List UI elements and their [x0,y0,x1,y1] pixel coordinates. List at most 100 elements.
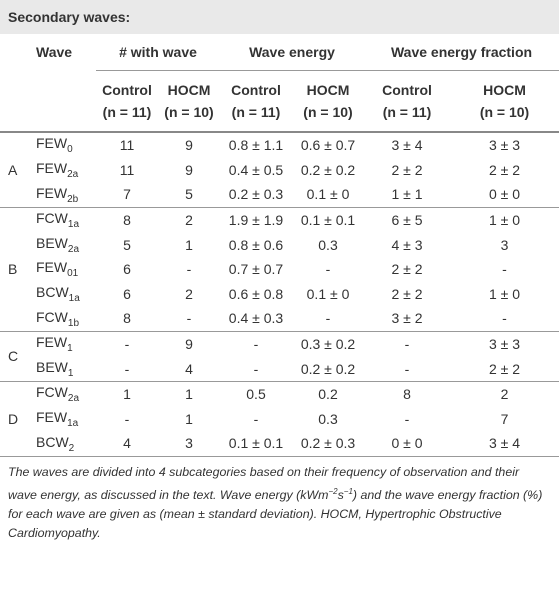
cell: 1 [185,236,193,253]
header-cell: Wave [36,44,73,61]
cell: 8 [403,386,411,403]
row: BCW2 4 3 0.1 ± 0.1 0.2 ± 0.3 0 ± 0 3 ± 4 [0,431,559,456]
wave-base: BCW [36,283,69,300]
group-label: D [8,410,19,427]
cell: 3 ± 4 [488,435,521,452]
row: FEW2b 7 5 0.2 ± 0.3 0.1 ± 0 1 ± 1 0 ± 0 [0,182,559,207]
cell: 2 [500,386,509,403]
wave-sub: 2b [67,193,79,205]
cell: 7 [500,410,509,427]
wave-name: BCW2 [32,431,96,456]
cell: 3 ± 3 [488,336,521,353]
group-label: C [8,348,19,365]
wave-base: FCW [36,384,68,401]
wave-name: FCW1b [32,306,96,331]
cell: 9 [185,161,193,178]
cell: 11 [119,161,135,178]
sub-header-label: Control [102,82,152,98]
row: BCW1a 6 2 0.6 ± 0.8 0.1 ± 0 2 ± 2 1 ± 0 [0,282,559,307]
cell: 6 ± 5 [391,212,423,229]
sub-header: Control (n = 11) [364,71,450,133]
cell: 2 ± 2 [488,161,521,178]
group-header: Wave energy [220,34,365,71]
cell: 9 [185,336,193,353]
cell: - [502,310,507,327]
wave-sub: 1b [67,317,80,329]
wave-name: FEW1 [32,331,96,356]
wave-sub: 0 [67,144,73,156]
cell: 0.2 ± 0.3 [228,186,284,203]
wave-base: FEW [36,408,68,425]
wave-sub: 2a [67,168,79,180]
wave-base: BEW [36,234,68,251]
sub-header: Control (n = 11) [96,71,158,133]
cell: 0.2 ± 0.2 [300,161,356,178]
cell: 3 [185,435,193,452]
cell: 2 ± 2 [391,261,423,278]
cell: 3 [500,236,509,253]
footnote-part: −1 [343,486,353,496]
cell: - [253,360,259,377]
wave-sub: 2a [67,243,80,255]
sub-header-n: (n = 11) [382,104,432,120]
cell: - [253,410,259,427]
sub-header-n: (n = 10) [479,104,530,120]
wave-sub: 1a [68,292,80,304]
sub-header: HOCM (n = 10) [158,71,220,133]
cell: 6 [123,285,131,302]
cell: 0.1 ± 0 [306,186,350,203]
sub-header-label: HOCM [167,82,211,98]
wave-base: FCW [36,308,68,325]
row: BEW1 - 4 - 0.2 ± 0.2 - 2 ± 2 [0,356,559,381]
cell: 0.2 ± 0.2 [300,360,356,377]
cell: 9 [185,137,193,154]
wave-base: FCW [36,210,68,227]
wave-name: FCW1a [32,207,96,232]
cell: 2 ± 2 [391,161,423,178]
cell: - [404,410,410,427]
cell: - [253,336,259,353]
cell: 1 [123,386,131,403]
wave-sub: 2 [68,442,75,454]
cell: - [186,261,192,278]
footnote: The waves are divided into 4 subcategori… [0,457,559,543]
cell: 0.3 ± 0.2 [300,336,356,353]
group-header: Wave energy fraction [364,34,559,71]
wave-base: FEW [36,159,68,176]
sub-header: HOCM (n = 10) [450,71,559,133]
cell: 0.7 ± 0.7 [228,261,284,278]
wave-base: FEW [36,184,68,201]
cell: 11 [119,137,135,154]
wave-name: BEW2a [32,232,96,257]
footnote-part: The waves are divided into 4 subcategori… [8,464,520,502]
wave-base: BEW [36,358,68,375]
wave-sub: 1 [67,367,74,379]
cell: 1.9 ± 1.9 [228,212,284,229]
cell: 0.4 ± 0.5 [228,161,284,178]
row: D FCW2a 1 1 0.5 0.2 8 2 [0,381,559,427]
cell: 8 [123,212,131,229]
spacer [0,34,32,71]
cell: - [325,261,331,278]
group-label: A [8,161,18,178]
cell: 7 [123,186,131,203]
wave-name: FEW01 [32,257,96,282]
cell: 2 [185,285,193,302]
cell: 1 [185,386,193,403]
wave-name: FEW1a [32,407,96,432]
cell: 5 [185,186,193,203]
cell: - [404,336,410,353]
cell: 4 [185,360,193,377]
group-header: # with wave [96,34,220,71]
cell: 0.8 ± 0.6 [228,236,284,253]
cell: 2 ± 2 [488,360,521,377]
wave-name: BEW1 [32,356,96,381]
cell: 0 ± 0 [488,186,521,203]
cell: 8 [123,310,131,327]
cell: 0 ± 0 [391,435,423,452]
cell: - [404,360,410,377]
sub-header: HOCM (n = 10) [292,71,364,133]
cell: 4 [123,435,131,452]
cell: 2 ± 2 [391,285,423,302]
